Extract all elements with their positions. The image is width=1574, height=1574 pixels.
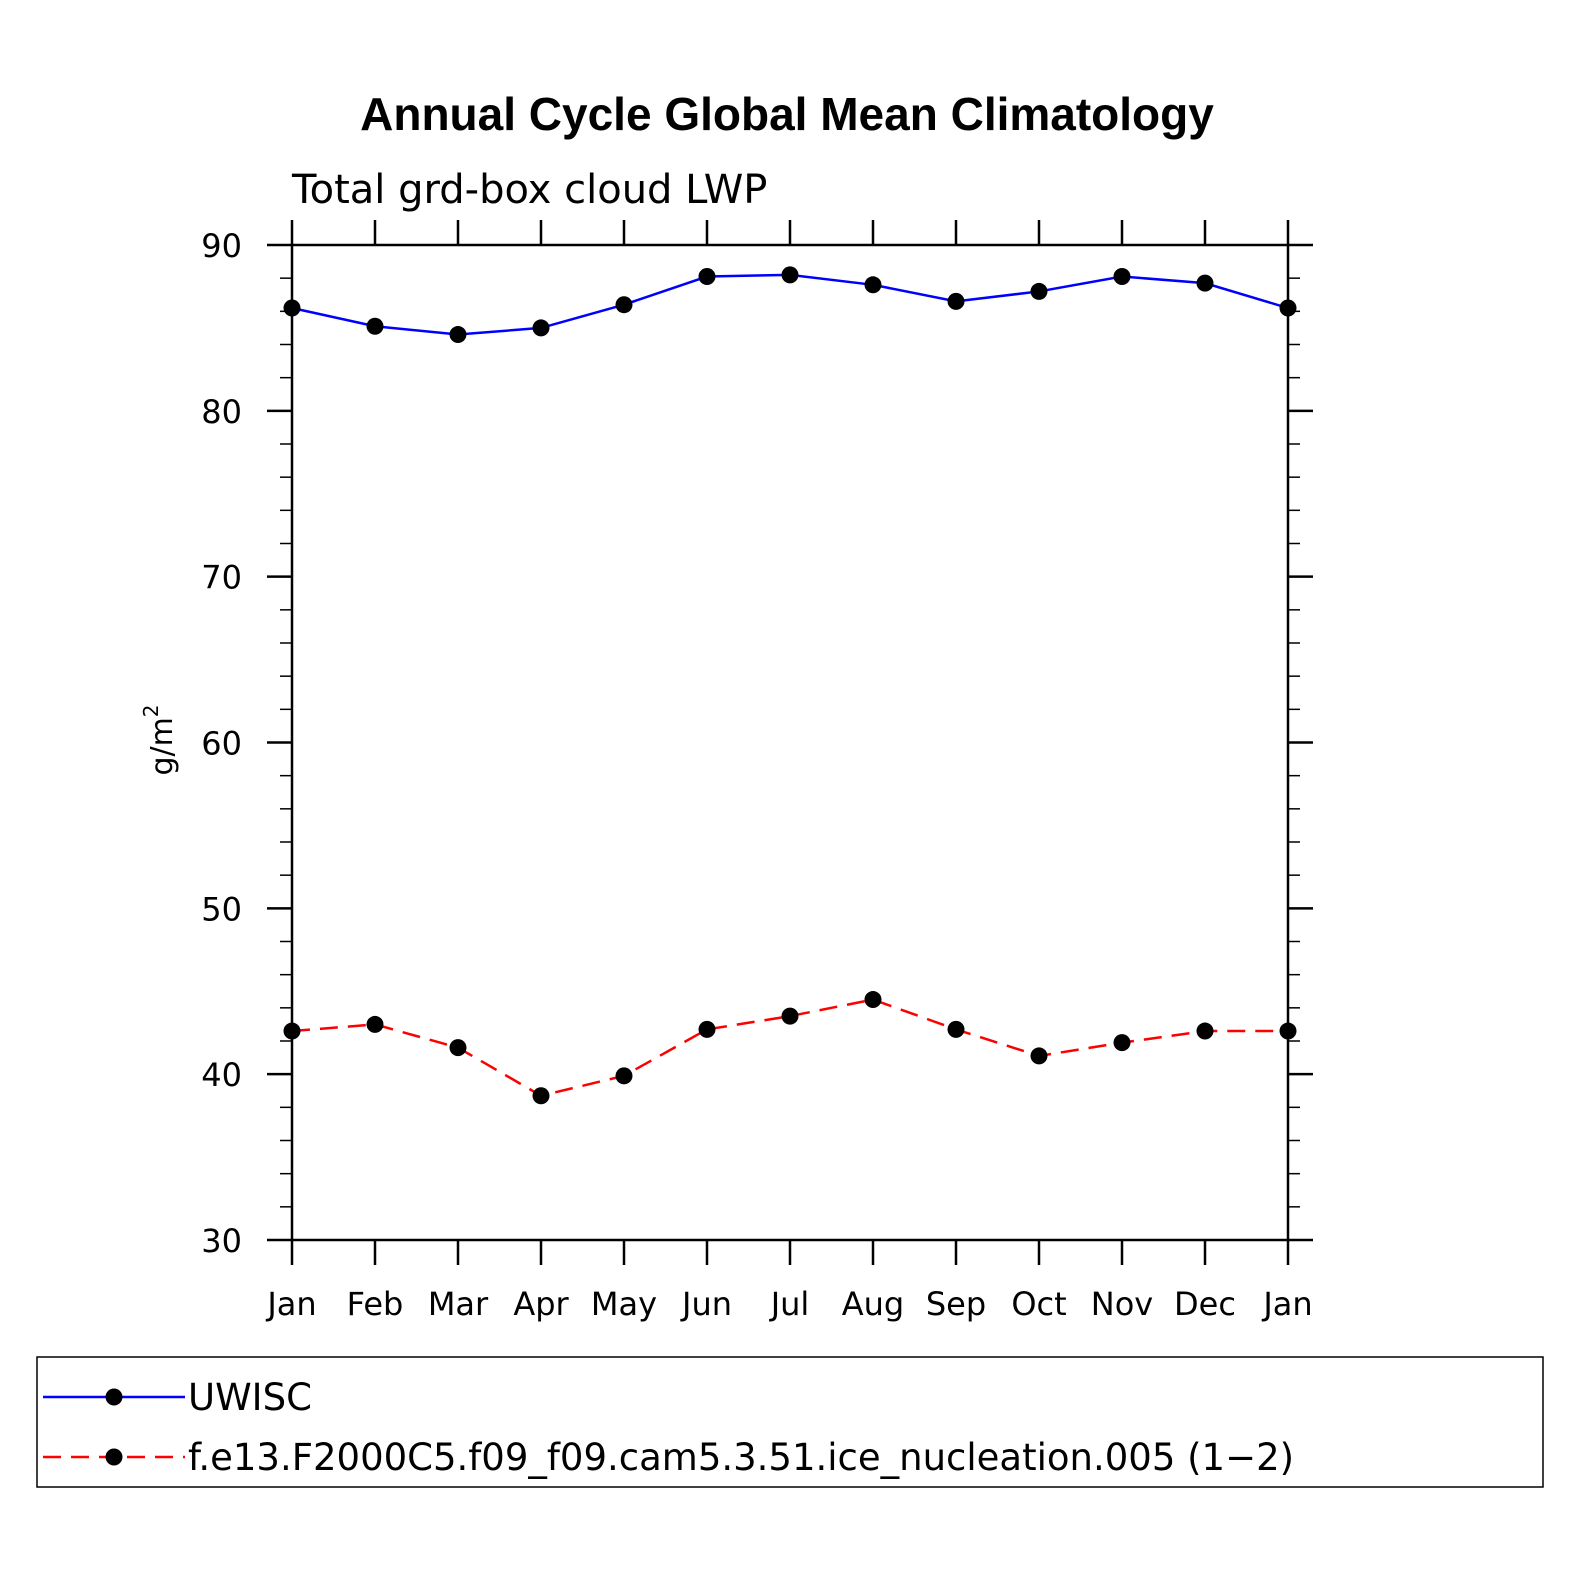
x-tick-label: Nov xyxy=(1091,1285,1153,1323)
series-layer xyxy=(283,266,1297,1105)
series-2-point xyxy=(449,1039,467,1057)
x-tick-label: Feb xyxy=(347,1285,404,1323)
chart-subtitle: Total grd-box cloud LWP xyxy=(291,167,767,213)
legend-marker-1 xyxy=(105,1388,123,1406)
x-axis: Jan Feb Mar Apr May Jun Jul Aug Sep Oct Nov Dec Jan xyxy=(265,220,1313,1323)
x-tick-label: Sep xyxy=(926,1285,986,1323)
series-1-point xyxy=(947,292,965,310)
x-tick-label: Jun xyxy=(680,1285,732,1323)
y-tick-label: 50 xyxy=(201,890,242,928)
legend-box xyxy=(36,1356,1544,1488)
x-tick-label: Apr xyxy=(513,1285,569,1323)
plot-frame xyxy=(290,243,1290,1242)
x-tick-label: Oct xyxy=(1011,1285,1066,1323)
series-2-point xyxy=(698,1020,716,1038)
series-2-point xyxy=(1030,1047,1048,1065)
chart-title: Annual Cycle Global Mean Climatology xyxy=(360,88,1214,140)
series-1-point xyxy=(1030,282,1048,300)
x-tick-label: Mar xyxy=(428,1285,489,1323)
series-1-point xyxy=(1196,274,1214,292)
series-1-point xyxy=(532,319,550,337)
series-2-point xyxy=(1196,1022,1214,1040)
legend-label-2: f.e13.F2000C5.f09_f09.cam5.3.51.ice_nucl… xyxy=(188,1436,1294,1479)
x-tick-label: Jan xyxy=(265,1285,316,1323)
legend-marker-2 xyxy=(105,1448,123,1466)
series-2-point xyxy=(532,1087,550,1105)
y-axis-label-unit: g/m xyxy=(145,717,180,775)
plot-border xyxy=(290,243,1290,1242)
series-2-point xyxy=(947,1020,965,1038)
series-1-point xyxy=(366,317,384,335)
y-tick-label: 90 xyxy=(201,227,242,265)
x-tick-label: May xyxy=(591,1285,657,1323)
y-tick-label: 60 xyxy=(201,725,242,763)
series-1-point xyxy=(864,276,882,294)
x-tick-label: Jan xyxy=(1261,1285,1312,1323)
series-2-point xyxy=(1279,1022,1297,1040)
y-tick-label: 80 xyxy=(201,393,242,431)
y-tick-label: 40 xyxy=(201,1056,242,1094)
series-2-point xyxy=(615,1067,633,1085)
y-tick-label: 30 xyxy=(201,1222,242,1260)
series-1-point xyxy=(781,266,799,284)
y-axis-label: g/m2 xyxy=(139,704,180,775)
series-1-point xyxy=(283,299,301,317)
series-1-point xyxy=(449,326,467,344)
legend: UWISC f.e13.F2000C5.f09_f09.cam5.3.51.ice… xyxy=(36,1356,1544,1488)
series-1-point xyxy=(615,296,633,314)
y-axis: 30 40 50 60 70 80 90 xyxy=(201,227,1313,1260)
series-1-point xyxy=(1279,299,1297,317)
x-tick-label: Aug xyxy=(842,1285,904,1323)
series-2-point xyxy=(283,1022,301,1040)
x-tick-label: Dec xyxy=(1174,1285,1236,1323)
series-1-point xyxy=(1113,268,1131,286)
series-2-point xyxy=(864,991,882,1009)
series-2-point xyxy=(366,1015,384,1033)
y-axis-label-exponent: 2 xyxy=(139,704,163,717)
series-line-1 xyxy=(291,273,1289,336)
series-2-point xyxy=(781,1007,799,1025)
series-2-point xyxy=(1113,1034,1131,1052)
x-tick-label: Jul xyxy=(769,1285,810,1323)
y-tick-label: 70 xyxy=(201,559,242,597)
series-1-point xyxy=(698,268,716,286)
legend-label-1: UWISC xyxy=(188,1376,312,1419)
